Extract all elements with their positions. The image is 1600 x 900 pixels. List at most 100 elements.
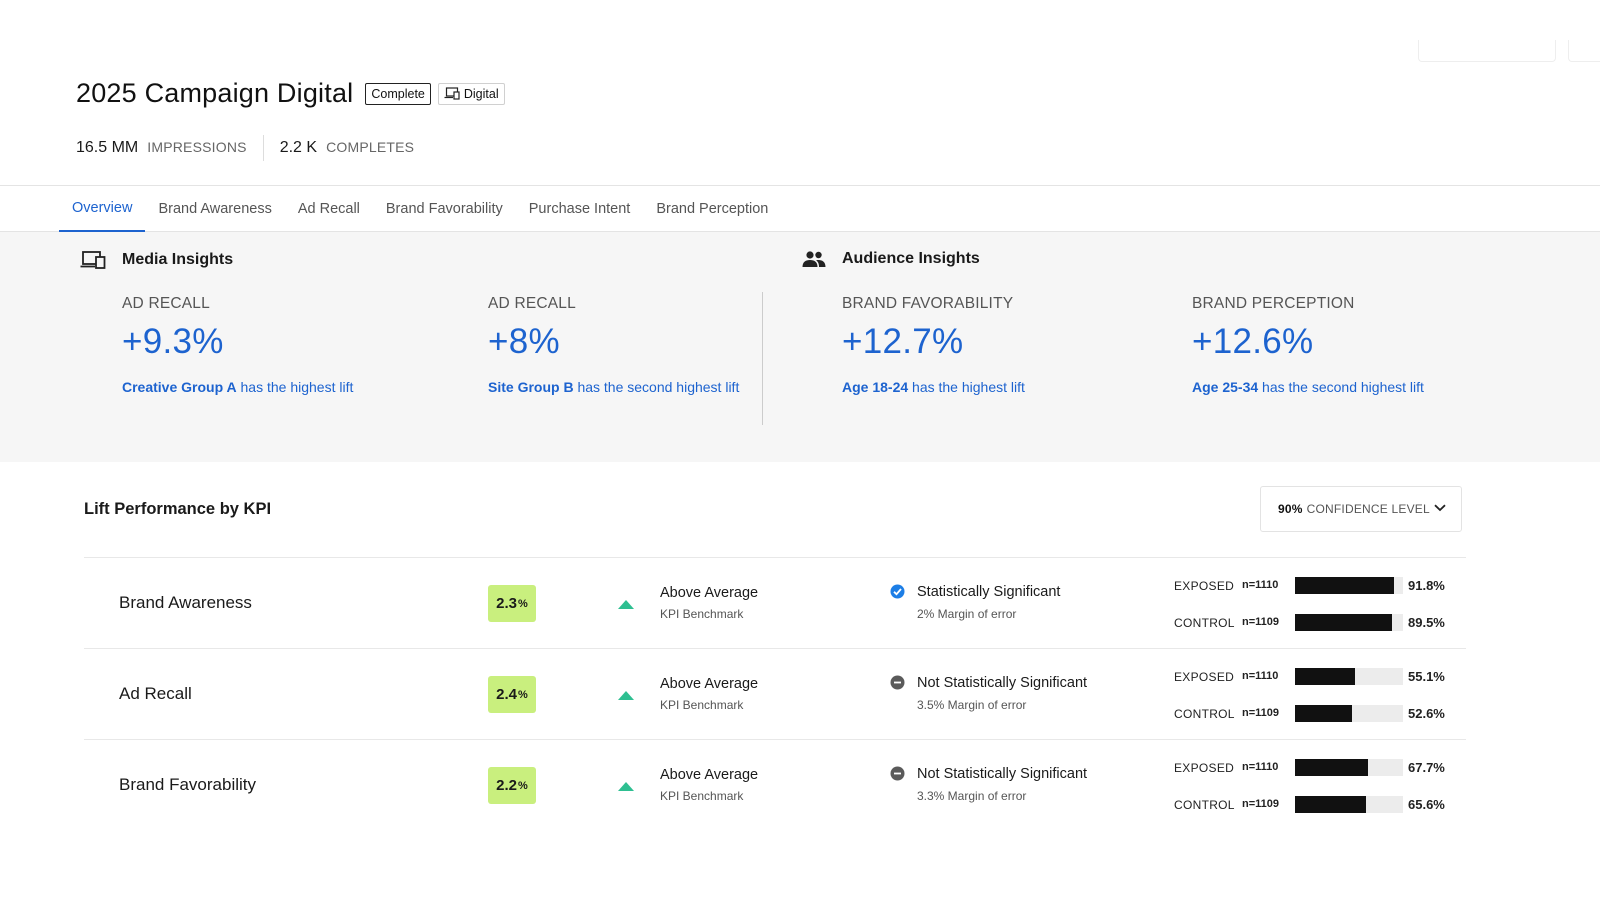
insight-text: has the second highest lift <box>573 379 740 395</box>
control-bar-row: CONTROL n=1109 52.6% <box>1174 704 1464 724</box>
sample-size: n=1110 <box>1242 579 1279 591</box>
group-label: CONTROL <box>1174 798 1235 812</box>
bar-value: 89.5% <box>1408 615 1445 630</box>
sample-size: n=1109 <box>1242 616 1280 628</box>
tab-overview[interactable]: Overview <box>59 186 146 232</box>
control-bar-row: CONTROL n=1109 65.6% <box>1174 795 1464 815</box>
margin-of-error: 3.5% Margin of error <box>917 698 1027 712</box>
insight-text: has the second highest lift <box>1258 379 1424 395</box>
lift-unit: % <box>518 688 528 701</box>
benchmark-label: KPI Benchmark <box>660 607 744 621</box>
margin-of-error: 2% Margin of error <box>917 607 1017 621</box>
title-row: 2025 Campaign Digital Complete Digital <box>76 78 1600 109</box>
kpi-name: Brand Awareness <box>119 593 252 612</box>
insight-value: +9.3% <box>122 322 224 361</box>
channel-badge: Digital <box>437 82 505 105</box>
exposed-bar-row: EXPOSED n=1110 55.1% <box>1174 667 1464 687</box>
insight-card: AD RECALL +9.3% Creative Group A has the… <box>122 295 382 398</box>
bar-track <box>1295 705 1403 722</box>
insight-value: +12.7% <box>842 322 964 361</box>
group-label: CONTROL <box>1174 616 1235 630</box>
group-label: EXPOSED <box>1174 670 1235 684</box>
audience-insights-header: Audience Insights <box>802 250 980 268</box>
lift-value: 2.4 <box>496 686 518 703</box>
insight-text: has the highest lift <box>236 379 354 395</box>
insight-description: Age 25-34 has the second highest lift <box>1192 376 1442 398</box>
stat-impressions: 16.5 MM IMPRESSIONS <box>76 139 247 157</box>
bar-fill <box>1295 759 1369 776</box>
sample-size: n=1110 <box>1242 761 1279 773</box>
insight-card: BRAND FAVORABILITY +12.7% Age 18-24 has … <box>842 295 1102 398</box>
bar-value: 67.7% <box>1408 760 1445 775</box>
bar-fill <box>1295 796 1366 813</box>
group-label: EXPOSED <box>1174 579 1235 593</box>
stat-value: 16.5 MM <box>76 139 139 156</box>
significance-indicator <box>890 584 905 604</box>
tab-bar: Overview Brand Awareness Ad Recall Brand Fa… <box>0 185 1600 232</box>
bar-fill <box>1295 577 1395 594</box>
lift-badge: 2.2% <box>488 767 536 804</box>
lift-value: 2.2 <box>496 777 518 794</box>
trend-up-icon <box>618 691 634 700</box>
minus-circle-icon <box>890 766 905 781</box>
channel-badge-label: Digital <box>463 86 499 101</box>
bar-value: 55.1% <box>1408 669 1445 684</box>
bar-value: 65.6% <box>1408 797 1445 812</box>
insight-highlight: Site Group B <box>488 379 574 395</box>
sample-size: n=1110 <box>1242 670 1279 682</box>
tab-brand-favorability[interactable]: Brand Favorability <box>385 201 503 217</box>
media-insights-header: Media Insights <box>80 250 233 270</box>
tab-list: Overview Brand Awareness Ad Recall Brand Fa… <box>59 186 781 232</box>
significance-indicator <box>890 675 905 695</box>
tab-brand-perception[interactable]: Brand Perception <box>656 201 769 217</box>
insight-highlight: Age 25-34 <box>1192 379 1259 395</box>
trend-up-icon <box>618 782 634 791</box>
section-divider <box>762 292 763 425</box>
benchmark-status: Above Average <box>660 767 759 783</box>
insight-description: Age 18-24 has the highest lift <box>842 376 1122 398</box>
top-ghost-tab <box>1568 40 1600 62</box>
campaign-header: 2025 Campaign Digital Complete Digital 1… <box>76 78 1600 161</box>
sample-size: n=1109 <box>1242 798 1280 810</box>
stat-divider <box>262 135 264 161</box>
insight-value: +12.6% <box>1192 322 1314 361</box>
significance-status: Not Statistically Significant <box>917 766 1088 782</box>
sample-size: n=1109 <box>1242 707 1280 719</box>
confidence-level-select[interactable]: 90% CONFIDENCE LEVEL <box>1260 486 1462 532</box>
confidence-label: CONFIDENCE LEVEL <box>1306 502 1430 516</box>
bar-fill <box>1295 705 1352 722</box>
lift-unit: % <box>518 597 528 610</box>
group-label: EXPOSED <box>1174 761 1235 775</box>
lift-badge: 2.3% <box>488 585 536 622</box>
tab-purchase-intent[interactable]: Purchase Intent <box>528 201 631 217</box>
insight-label: BRAND FAVORABILITY <box>842 295 1014 312</box>
benchmark-status: Above Average <box>660 676 759 692</box>
kpi-name: Ad Recall <box>119 684 192 703</box>
kpi-table: Brand Awareness 2.3% Above Average KPI Benc… <box>84 557 1466 830</box>
trend-up-icon <box>618 600 634 609</box>
benchmark-label: KPI Benchmark <box>660 789 744 803</box>
bar-track <box>1295 668 1403 685</box>
bar-track <box>1295 614 1403 631</box>
tab-ad-recall[interactable]: Ad Recall <box>297 201 360 217</box>
insights-panel: Media Insights Audience Insights AD RECA… <box>0 232 1600 462</box>
tab-brand-awareness[interactable]: Brand Awareness <box>158 201 272 217</box>
confidence-value: 90% <box>1278 502 1303 516</box>
insight-highlight: Age 18-24 <box>842 379 909 395</box>
bar-track <box>1295 577 1403 594</box>
minus-circle-icon <box>890 675 905 690</box>
insight-text: has the highest lift <box>908 379 1025 395</box>
significance-status: Not Statistically Significant <box>917 675 1088 691</box>
bar-value: 91.8% <box>1408 578 1445 593</box>
section-title: Audience Insights <box>842 250 980 267</box>
table-row: Brand Awareness 2.3% Above Average KPI Benc… <box>84 557 1466 648</box>
check-circle-icon <box>890 584 905 599</box>
insight-card: BRAND PERCEPTION +12.6% Age 25-34 has th… <box>1192 295 1442 398</box>
exposed-bar-row: EXPOSED n=1110 67.7% <box>1174 758 1464 778</box>
control-bar-row: CONTROL n=1109 89.5% <box>1174 613 1464 633</box>
insight-description: Creative Group A has the highest lift <box>122 376 382 398</box>
table-row: Ad Recall 2.4% Above Average KPI Benchmark N… <box>84 648 1466 739</box>
stat-completes: 2.2 K COMPLETES <box>280 139 415 157</box>
benchmark-label: KPI Benchmark <box>660 698 744 712</box>
significance-indicator <box>890 766 905 786</box>
